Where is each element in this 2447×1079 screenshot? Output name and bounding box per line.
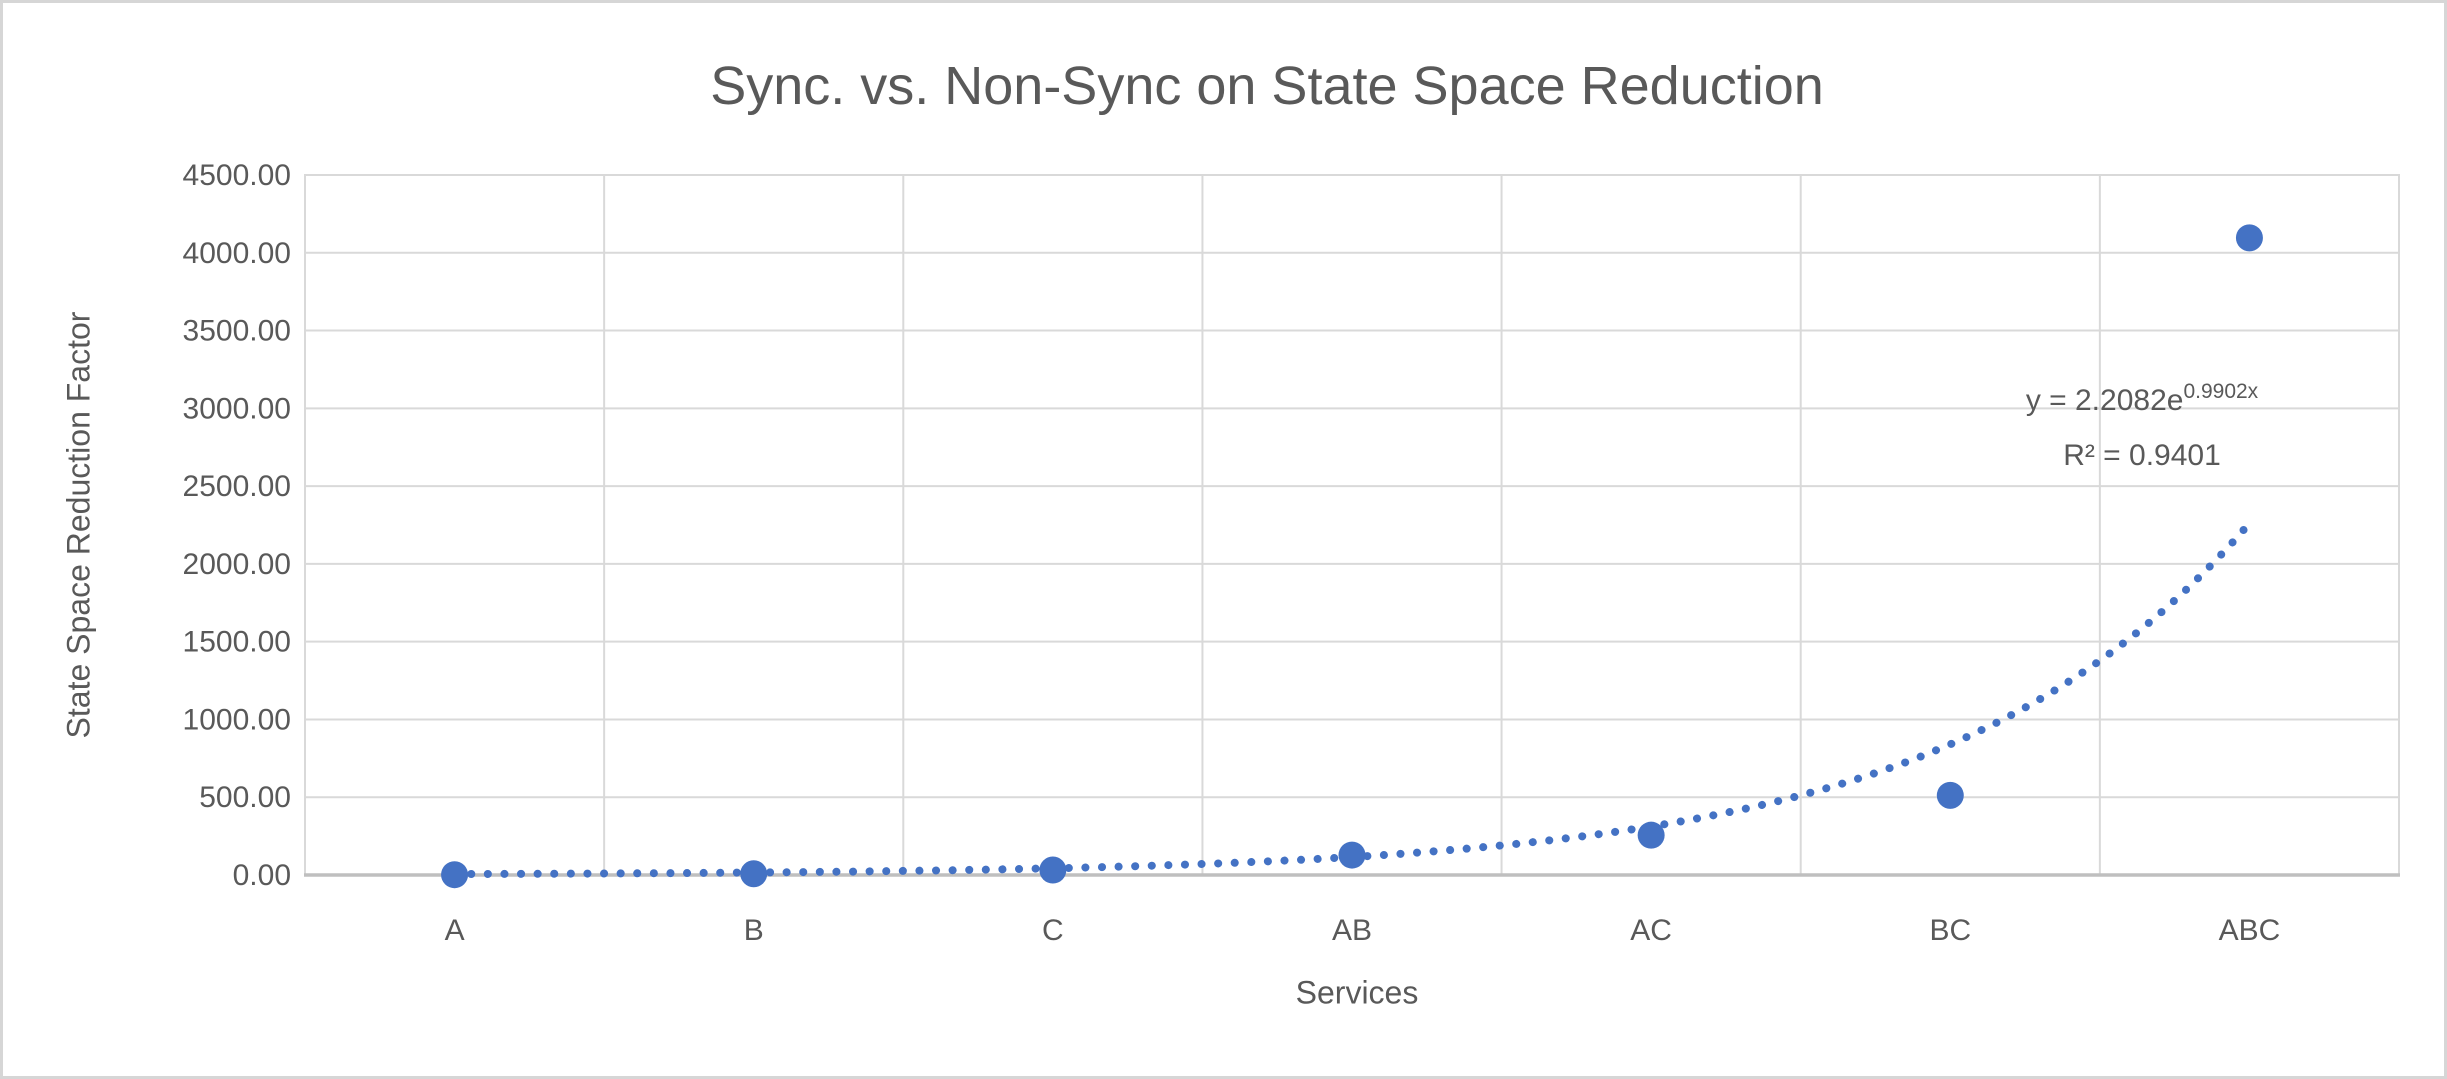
y-tick-label: 2500.00 (183, 470, 291, 503)
x-category-label: A (445, 914, 465, 947)
x-axis-title: Services (1295, 974, 1419, 1011)
y-tick-label: 4500.00 (183, 159, 291, 192)
data-point-BC (1936, 781, 1964, 809)
y-tick-label: 1000.00 (183, 703, 291, 736)
trendline-equation-exponent: 0.9902x (2183, 380, 2259, 403)
data-point-A (441, 861, 469, 889)
data-point-AC (1637, 821, 1665, 849)
y-tick-label: 3000.00 (183, 392, 291, 425)
x-category-label: BC (1929, 914, 1971, 947)
plot-area: 0.00 500.00 1000.00 1500.00 2000.00 2500.00 30… (183, 159, 2400, 947)
y-tick-label: 3500.00 (183, 315, 291, 348)
data-point-ABC (2235, 224, 2263, 252)
data-point-B (740, 860, 768, 888)
trendline-equation-prefix: y = 2.2082e (2025, 384, 2184, 417)
y-axis-title: State Space Reduction Factor (60, 311, 97, 739)
y-tick-label: 1500.00 (183, 626, 291, 659)
x-category-label: C (1042, 914, 1064, 947)
y-tick-label: 4000.00 (183, 237, 291, 270)
data-point-C (1039, 856, 1067, 884)
x-category-label: ABC (2219, 914, 2281, 947)
x-category-label: AB (1332, 914, 1372, 947)
plot-border (304, 174, 2400, 876)
y-tick-label: 500.00 (199, 781, 291, 814)
trendline-r2: R² = 0.9401 (2063, 439, 2221, 472)
y-tick-label: 0.00 (233, 859, 291, 892)
trendline-equation: y = 2.2082e0.9902x (2026, 375, 2258, 430)
x-category-label: B (744, 914, 764, 947)
trendline-label: y = 2.2082e0.9902x R² = 0.9401 (2026, 375, 2258, 482)
chart-title: Sync. vs. Non-Sync on State Space Reduct… (710, 56, 1824, 116)
y-tick-label: 2000.00 (183, 548, 291, 581)
trendline (450, 519, 2254, 879)
x-category-label: AC (1630, 914, 1672, 947)
data-point-AB (1338, 841, 1366, 869)
